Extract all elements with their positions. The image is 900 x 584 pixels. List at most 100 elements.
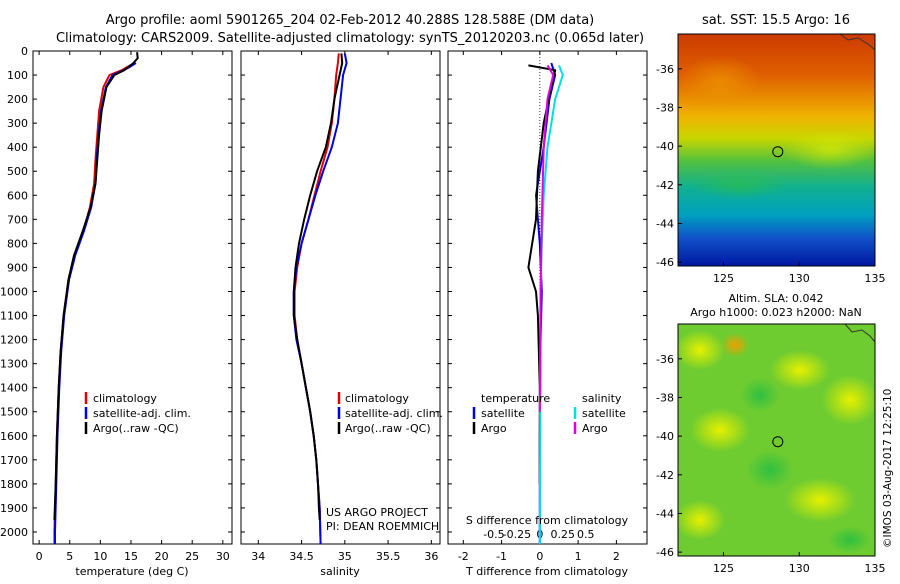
depth-tick-label: 200 [7,93,28,106]
coastline [839,33,876,51]
x-tick-label: -2 [458,550,469,563]
series-line-salinity-argo [538,64,555,412]
legend-label-salinity-satellite: satellite [582,407,626,420]
sla-map-frame [677,323,876,557]
x-tick-label: 10 [93,550,107,563]
difference-xlabel-top: S difference from climatology [466,514,629,527]
x-tick-label-top: -0.25 [503,528,531,541]
salinity-panel-frame [240,50,441,545]
sla-texture [785,478,855,522]
depth-tick-label: 700 [7,213,28,226]
argo-position-marker [772,146,784,158]
sst-map: 125 130 135 -36 -38 -40 -42 -44 -46 [656,33,886,285]
sla-map-title-line-1: Altim. SLA: 0.042 [728,292,823,305]
x-tick-label: 36 [424,550,438,563]
legend-label-argo: Argo(..raw -QC) [93,422,179,435]
x-tick-label: 130 [789,562,810,575]
depth-tick-label: 1700 [0,454,28,467]
sst-map-title: sat. SST: 15.5 Argo: 16 [702,13,850,28]
sla-texture [828,526,872,554]
difference-xlabel: T difference from climatology [465,565,628,578]
difference-panel-frame [447,50,648,545]
depth-tick-label: 1500 [0,406,28,419]
series-line-argo-raw-qc [292,53,344,521]
x-tick-label: 35 [338,550,352,563]
x-tick-label: 20 [155,550,169,563]
sst-texture [690,171,790,199]
project-note-line-1: US ARGO PROJECT [326,506,428,519]
x-tick-label-top: 0.25 [551,528,576,541]
x-tick-label: 5 [66,550,73,563]
sla-texture [690,408,750,452]
x-tick-label: 130 [789,272,810,285]
y-tick-label: -36 [656,63,674,76]
x-tick-label: 35.5 [376,550,401,563]
x-tick-label: 30 [216,550,230,563]
temperature-panel-frame [32,50,233,545]
sst-texture [680,55,760,105]
depth-tick-label: 1900 [0,502,28,515]
legend-heading-temperature: temperature [481,392,550,405]
sla-texture [822,375,878,425]
temperature-xlabel: temperature (deg C) [75,565,188,578]
copyright-stamp: ©IMOS 03-Aug-2017 12:25:10 [882,389,894,548]
sla-texture [746,450,794,490]
coastline [844,323,876,343]
depth-tick-label: 1300 [0,358,28,371]
legend-label-temperature-argo: Argo [481,422,507,435]
legend-label-satellite: satellite-adj. clim. [345,407,443,420]
x-tick-label: 25 [185,550,199,563]
depth-tick-label: 2000 [0,526,28,539]
y-tick-label: -40 [656,430,674,443]
x-tick-label: 34 [251,550,265,563]
y-tick-label: -38 [656,101,674,114]
x-tick-label: 15 [124,550,138,563]
argo-position-marker [772,436,784,448]
depth-tick-label: 0 [21,45,28,58]
depth-tick-label: 400 [7,141,28,154]
salinity-plot: 34 34.5 35 35.5 36 [241,50,440,563]
series-line-argo-raw-qc [53,52,139,521]
depth-tick-label: 500 [7,165,28,178]
legend-label-satellite: satellite-adj. clim. [93,407,191,420]
depth-tick-label: 600 [7,189,28,202]
depth-tick-label: 1400 [0,382,28,395]
y-tick-label: -44 [656,217,674,230]
depth-tick-label: 300 [7,117,28,130]
depth-tick-label: 1800 [0,478,28,491]
y-tick-label: -40 [656,140,674,153]
x-tick-label: 0 [36,550,43,563]
depth-tick-label: 900 [7,261,28,274]
sla-texture [675,330,725,370]
depth-tick-label: 1600 [0,430,28,443]
depth-tick-label: 1000 [0,285,28,298]
x-tick-label: 135 [865,562,886,575]
sla-map-ticks: 125 130 135 -36 -38 -40 -42 -44 -46 [656,353,885,575]
y-tick-label: -44 [656,507,674,520]
y-tick-label: -36 [656,353,674,366]
temperature-legend: climatology satellite-adj. clim. Argo(..… [84,392,191,435]
sla-texture [675,500,725,540]
sla-texture [721,333,749,357]
x-tick-label: 0 [536,550,543,563]
temperature-plot: 0 5 10 15 20 25 30 [33,50,232,563]
x-tick-label-top: -0.5 [483,528,504,541]
x-tick-label: 2 [613,550,620,563]
legend-label-climatology: climatology [93,392,157,405]
legend-label-argo: Argo(..raw -QC) [345,422,431,435]
x-tick-label: 125 [713,272,734,285]
depth-axis: 0 100 200 300 400 500 600 700 800 900 1000 1100 1200… [0,45,28,539]
y-tick-label: -42 [656,179,674,192]
x-tick-label-top: 0.5 [577,528,595,541]
depth-tick-label: 1100 [0,310,28,323]
depth-tick-label: 800 [7,237,28,250]
sst-map-ticks: 125 130 135 -36 -38 -40 -42 -44 -46 [656,63,885,285]
legend-label-temperature-satellite: satellite [481,407,525,420]
project-note-line-2: PI: DEAN ROEMMICH [326,520,439,533]
x-tick-label: 125 [713,562,734,575]
title-line-1: Argo profile: aoml 5901265_204 02-Feb-20… [106,13,595,28]
x-tick-label: 135 [865,272,886,285]
depth-tick-label: 1200 [0,334,28,347]
sla-map-title-line-2: Argo h1000: 0.023 h2000: NaN [690,306,862,319]
